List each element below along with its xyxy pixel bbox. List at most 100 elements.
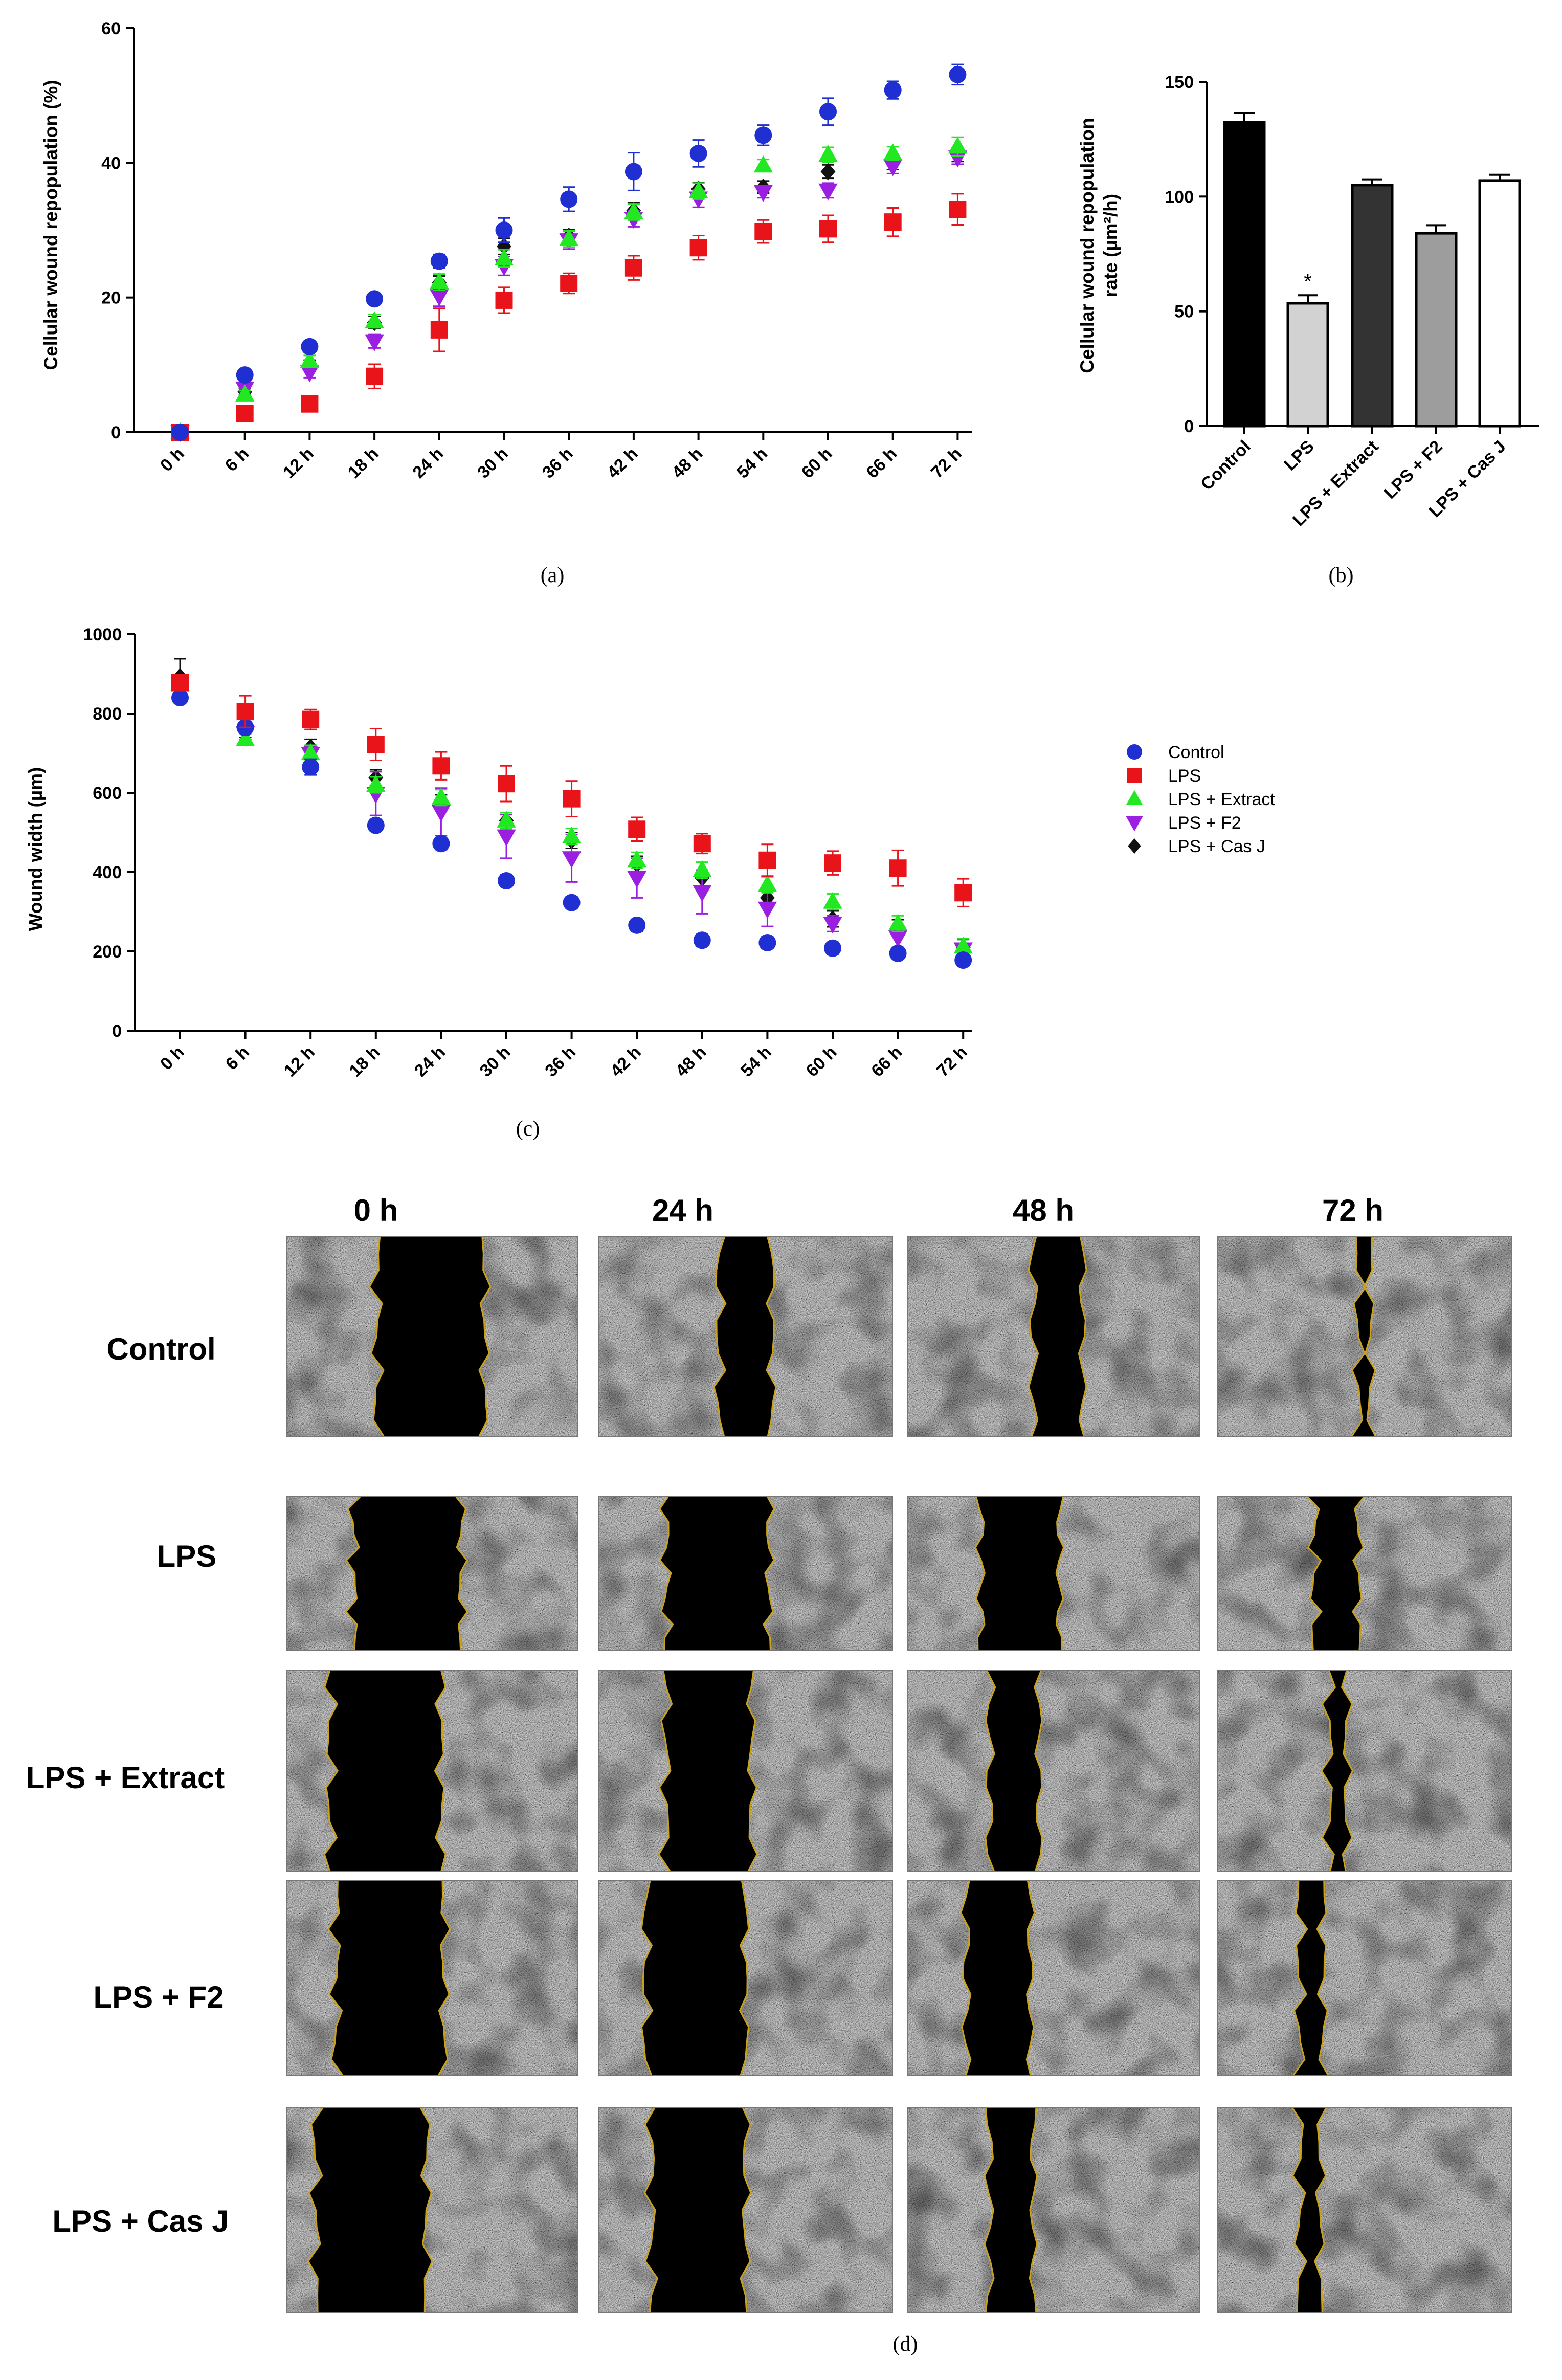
data-point-lps-extract	[624, 202, 643, 219]
dark-patches	[1217, 1671, 1511, 1871]
data-point-lps	[954, 884, 972, 902]
data-point-lps-extract	[365, 311, 384, 328]
dark-patches	[908, 1671, 1199, 1871]
x-tick-label: 60 h	[802, 1042, 841, 1081]
wound-edge-left	[640, 1880, 654, 2076]
x-tick-label: 18 h	[345, 1042, 384, 1081]
micrograph-lps-cas-j-72-h	[1217, 2107, 1512, 2313]
x-tick-label: 72 h	[927, 444, 966, 482]
data-point-lps	[236, 405, 254, 422]
panel-b-caption: (b)	[1329, 564, 1354, 587]
micrograph-border	[907, 2107, 1200, 2313]
legend-entry-lps-extract: LPS + Extract	[1126, 790, 1275, 809]
micrograph-lps-0-h	[286, 1495, 578, 1651]
data-point-lps	[498, 775, 515, 793]
wound-gap	[369, 1237, 490, 1437]
data-point-lps-f2	[753, 185, 773, 202]
micrograph-border	[907, 1880, 1200, 2076]
data-point-lps-cas-j	[820, 163, 836, 181]
legend-label: LPS + F2	[1168, 813, 1241, 833]
wound-edge-right	[1078, 1236, 1087, 1437]
wound-edge-right	[455, 1496, 468, 1651]
micrograph-lps-extract-24-h	[598, 1670, 893, 1872]
legend-label: Control	[1168, 743, 1224, 762]
data-point-lps	[367, 736, 385, 753]
micrograph-lps-48-h	[907, 1496, 1200, 1651]
time-header-24-h: 24 h	[652, 1193, 713, 1228]
x-tick-label: 54 h	[737, 1042, 775, 1081]
data-point-lps-f2	[497, 829, 516, 847]
y-tick-label: 0	[112, 1021, 122, 1041]
data-point-lps	[302, 710, 320, 728]
data-point-lps	[819, 220, 837, 238]
data-point-lps-f2	[948, 150, 968, 168]
micrograph-border	[1217, 1236, 1512, 1437]
time-header-0-h: 0 h	[354, 1193, 398, 1228]
wound-gap	[1293, 1880, 1329, 2076]
wound-edge-right	[1055, 1496, 1065, 1651]
y-tick-label: 100	[1165, 187, 1194, 207]
wound-edge-left	[368, 1236, 385, 1437]
y-tick-label: 400	[93, 863, 122, 882]
wound-edge-right	[419, 2107, 433, 2313]
legend-entry-lps-cas-j: LPS + Cas J	[1128, 837, 1265, 856]
data-point-lps-f2	[818, 183, 838, 201]
data-point-control	[367, 816, 385, 834]
data-point-lps	[889, 859, 907, 877]
wound-edge-right	[434, 1670, 447, 1872]
data-point-lps	[430, 321, 448, 339]
x-tick-label: Control	[1197, 437, 1254, 494]
wound-edge-right	[1341, 1670, 1354, 1872]
data-point-lps-extract	[235, 729, 255, 746]
x-tick-label: 66 h	[867, 1042, 906, 1081]
wound-edge-left	[323, 1670, 339, 1872]
x-tick-label: 12 h	[280, 1042, 319, 1081]
wound-gap	[308, 2107, 432, 2312]
data-point-control	[495, 221, 513, 239]
data-point-control	[563, 894, 581, 911]
micrograph-border	[286, 1236, 578, 1437]
micrograph-control-48-h	[907, 1236, 1200, 1437]
x-tick-label: 42 h	[607, 1042, 645, 1081]
data-point-control	[949, 65, 967, 83]
data-point-lps	[628, 820, 646, 838]
legend-entry-control: Control	[1127, 743, 1224, 762]
x-tick-label: 54 h	[733, 444, 771, 482]
x-tick-label: 36 h	[539, 444, 577, 482]
bar-rect	[1351, 184, 1394, 428]
dark-patches	[908, 2107, 1199, 2312]
series-lps	[171, 674, 972, 907]
wound-edge-right	[766, 1236, 777, 1437]
data-point-lps	[758, 851, 776, 869]
micrograph-border	[907, 1670, 1200, 1872]
wound-edge-left	[985, 1670, 996, 1872]
wound-edge-right	[740, 2107, 752, 2313]
data-point-lps	[560, 275, 578, 293]
wound-gap	[975, 1496, 1064, 1650]
micrograph-lps-f2-72-h	[1217, 1880, 1512, 2076]
wound-edge-left	[974, 1496, 986, 1651]
wound-gap	[1292, 2107, 1327, 2312]
row-label-control: Control	[106, 1332, 215, 1366]
wound-edge-left	[713, 1236, 727, 1437]
legend-marker-lps-f2	[1126, 816, 1143, 832]
dark-patches	[1217, 2107, 1511, 2312]
data-point-control	[430, 252, 448, 270]
micrograph-lps-extract-72-h	[1217, 1670, 1512, 1872]
legend-marker-control	[1127, 744, 1142, 760]
x-tick-label: 72 h	[933, 1042, 971, 1081]
micrograph-lps-f2-0-h	[286, 1880, 578, 2076]
data-point-lps-extract	[823, 892, 842, 909]
data-point-lps	[884, 213, 902, 231]
time-header-48-h: 48 h	[1013, 1193, 1074, 1228]
x-tick-label: 30 h	[476, 1042, 515, 1081]
panel-b-chart: Cellular wound repopulation rate (µm²/h)…	[1077, 73, 1539, 587]
wound-edge-left	[345, 1495, 362, 1651]
data-point-lps-extract	[818, 144, 838, 162]
data-point-lps	[301, 395, 319, 413]
time-header-72-h: 72 h	[1322, 1193, 1384, 1228]
bar-lps-cas-j	[1478, 173, 1521, 428]
x-tick-label: 24 h	[409, 444, 447, 482]
panel-d-caption: (d)	[893, 2332, 918, 2356]
